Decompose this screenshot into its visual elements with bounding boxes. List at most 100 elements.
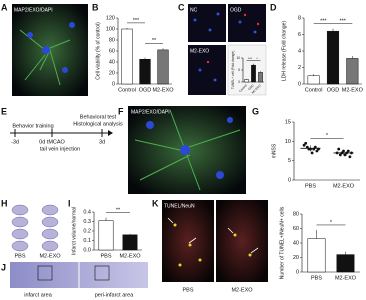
timeline-label: Histological analysis [73, 121, 123, 127]
y-tick-label: 80 [293, 211, 299, 217]
data-point [337, 147, 341, 151]
image-label: PBS [182, 287, 193, 293]
x-tick-label: PBS [311, 275, 322, 281]
y-tick-label: 100 [106, 26, 115, 32]
nuclei [146, 117, 233, 179]
x-tick-label: M2-EXO [333, 183, 355, 189]
significance-label: ** [152, 38, 157, 44]
bar [244, 79, 249, 83]
y-axis-label: mNSS [271, 143, 277, 158]
inset-frame [227, 44, 267, 96]
significance-label: *** [320, 19, 327, 25]
x-tick-label: PBS [305, 183, 316, 189]
timeline [10, 129, 108, 137]
x-tick-label: OGD [327, 87, 340, 93]
image-label: TUNEL/NeuN [164, 203, 195, 209]
bar [98, 220, 114, 251]
x-tick-label: Control [118, 87, 136, 93]
y-axis-label: Number of TUNEL+/NeuN+ cells [279, 206, 285, 279]
data-point [348, 155, 352, 159]
y-tick-label: 4 [298, 48, 301, 54]
bar [122, 234, 138, 251]
y-tick-label: 20 [109, 70, 115, 76]
y-tick-label: 5 [288, 158, 291, 164]
panel-letter: I [68, 198, 71, 208]
data-point [302, 143, 306, 147]
bar [336, 254, 355, 273]
y-tick-label: 0 [296, 269, 299, 275]
image-label: M2-EXO [39, 253, 61, 259]
timeline-label: -3d [11, 139, 19, 145]
significance-label: *** [133, 18, 140, 24]
y-tick-label: 0.1 [83, 238, 91, 244]
y-tick-label: 2 [298, 65, 301, 71]
image-k-pbs [162, 200, 214, 282]
data-point [346, 149, 350, 153]
y-axis-label: TUNEL+ cell (Fold change) [231, 51, 235, 90]
bar [258, 72, 263, 83]
nuclei [27, 22, 75, 73]
y-tick-label: 40 [293, 240, 299, 246]
y-axis-label: Cell viability (% of control) [95, 22, 101, 80]
panel-letter: F [118, 106, 124, 116]
data-point [343, 153, 347, 157]
bar [326, 30, 340, 85]
timeline-label: Behavioral test [80, 114, 117, 120]
panel-letter: G [252, 106, 259, 116]
image-label: MAP2/EXO/DAPI [14, 7, 53, 13]
image-label: PBS [14, 253, 25, 259]
panel-letter: B [92, 2, 99, 12]
bar [307, 75, 320, 85]
image-label: M2-EXO [190, 48, 209, 54]
y-tick-label: 20 [293, 255, 299, 261]
timeline-label: 0d tMCAO [39, 139, 65, 145]
timeline-arrow [108, 130, 113, 136]
significance-label: *** [339, 19, 346, 25]
panel-letter: C [178, 2, 185, 12]
x-tick-label: M2-EXO [152, 87, 174, 93]
data-point [338, 153, 342, 157]
image-label: M2-EXO [231, 287, 253, 293]
y-tick-label: 0 [288, 177, 291, 183]
x-tick-label: Control [238, 83, 248, 93]
y-tick-label: 60 [109, 48, 115, 54]
significance-label: *** [248, 57, 253, 61]
bar [157, 49, 169, 85]
significance-label: * [330, 220, 333, 226]
significance-label: * [326, 133, 329, 139]
y-tick-label: 0.0 [83, 247, 91, 253]
y-tick-label: 80 [109, 37, 115, 43]
panel-letter: J [1, 262, 6, 272]
tunel-neun-cells [173, 223, 252, 267]
y-tick-label: 60 [293, 226, 299, 232]
data-point [304, 141, 308, 145]
bar [139, 59, 151, 85]
bar [251, 64, 256, 83]
data-point [313, 145, 317, 149]
bar [346, 58, 359, 85]
y-tick-label: 5 [238, 68, 240, 72]
y-tick-label: 15 [285, 119, 291, 125]
nuclei [193, 12, 257, 82]
y-axis-label: LDH release (Fold change) [281, 21, 287, 81]
x-tick-label: OGD [139, 87, 152, 93]
y-tick-label: 0.2 [83, 228, 91, 234]
image-c-nc [188, 4, 226, 42]
brain-slices [11, 204, 59, 252]
timeline-label: Behavior training [12, 123, 53, 129]
zoom-box [94, 265, 110, 281]
data-point [305, 145, 309, 149]
image-c-ogd [228, 4, 266, 42]
y-tick-label: 10 [236, 56, 240, 60]
panel-letter: K [152, 198, 159, 208]
arrows [167, 217, 259, 254]
y-tick-label: 6 [298, 32, 301, 38]
x-tick-label: OGD [247, 83, 255, 91]
panel-letter: E [1, 106, 7, 116]
y-tick-label: 0 [238, 80, 240, 84]
y-tick-label: 0 [112, 81, 115, 87]
x-tick-label: M2-EXO [119, 253, 141, 259]
y-tick-label: 10 [285, 139, 291, 145]
